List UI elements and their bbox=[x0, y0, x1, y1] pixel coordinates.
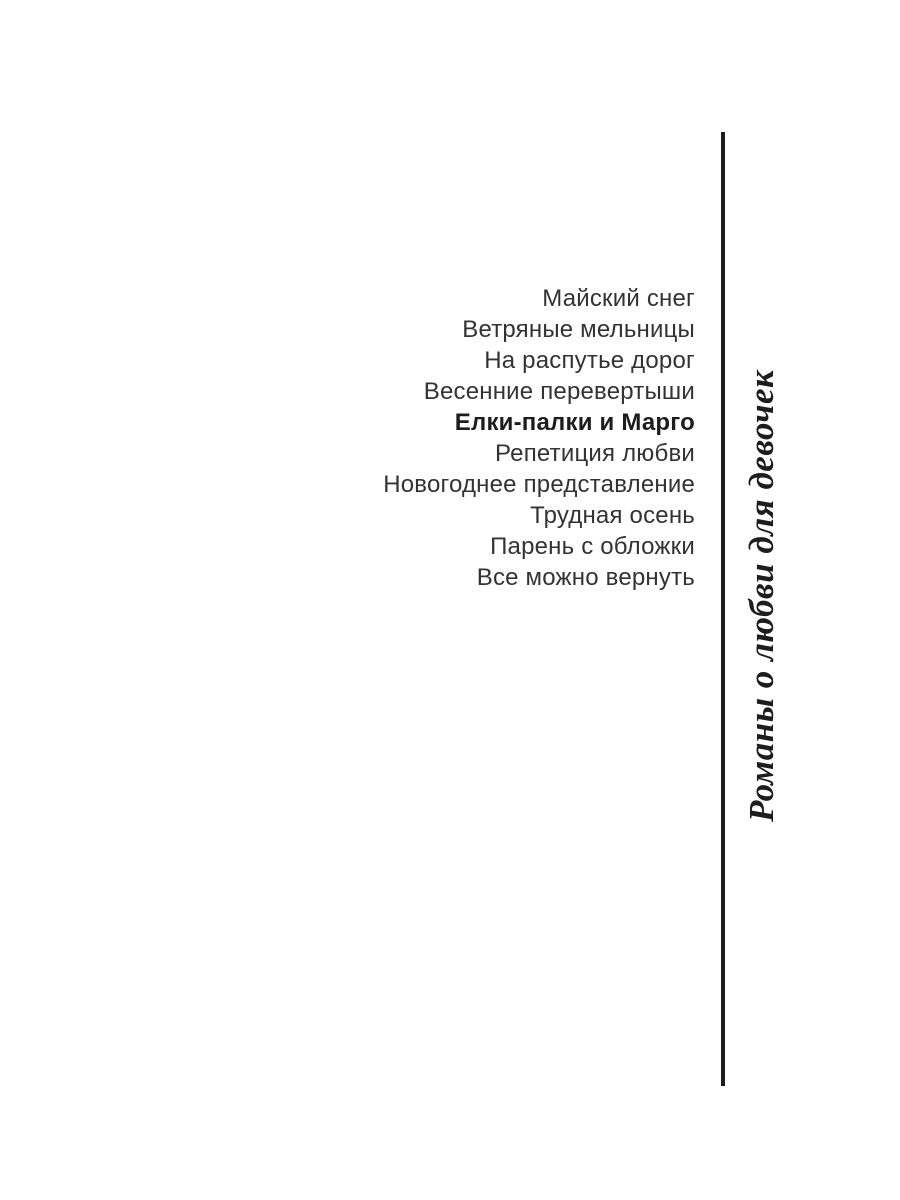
book-title: Ветряные мельницы bbox=[462, 316, 695, 343]
book-title: Новогоднее представление bbox=[383, 471, 695, 498]
book-title: Елки-палки и Марго bbox=[454, 409, 695, 436]
series-divider-rule bbox=[721, 132, 725, 1086]
book-title: Парень с обложки bbox=[490, 533, 695, 560]
book-title: Репетиция любви bbox=[495, 440, 695, 467]
book-title: Трудная осень bbox=[530, 502, 695, 529]
book-title: На распутье дорог bbox=[484, 347, 695, 374]
book-title: Все можно вернуть bbox=[476, 564, 695, 591]
book-title-list: Майский снег Ветряные мельницы На распутье… bbox=[295, 283, 695, 593]
series-title-vertical: Романы о любви для девочек bbox=[742, 369, 781, 822]
book-title: Весенние перевертыши bbox=[423, 378, 695, 405]
book-title: Майский снег bbox=[542, 285, 695, 312]
